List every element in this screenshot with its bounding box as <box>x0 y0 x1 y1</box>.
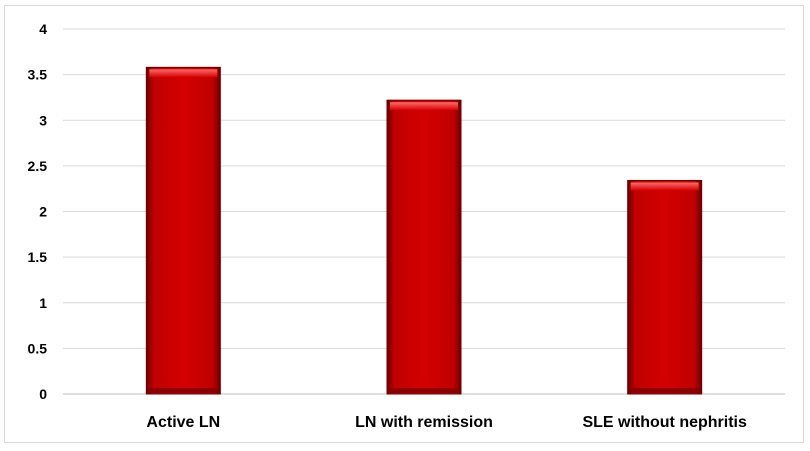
bars <box>145 66 703 395</box>
bar-base-shade <box>390 388 458 393</box>
bar-chart: 0 0.5 1 1.5 2 2.5 3 3.5 4 Active LN LN with remis… <box>28 21 785 431</box>
bar-base-shade <box>630 388 699 393</box>
bar-top-highlight <box>149 69 218 78</box>
bar <box>627 179 703 395</box>
y-tick-label: 1 <box>39 295 47 311</box>
x-tick-label: Active LN <box>146 414 220 431</box>
y-tick-label: 0 <box>39 386 47 402</box>
y-tick-label: 3 <box>39 112 47 128</box>
x-tick-labels: Active LN LN with remission SLE without ne… <box>146 414 747 431</box>
y-tick-label: 0.5 <box>28 340 48 356</box>
bar <box>386 99 462 395</box>
y-tick-label: 2.5 <box>28 158 48 174</box>
x-tick-label: SLE without nephritis <box>582 414 747 431</box>
x-tick-label: LN with remission <box>355 414 493 431</box>
y-tick-label: 1.5 <box>28 249 48 265</box>
bar-body <box>386 99 462 395</box>
y-tick-label: 4 <box>39 21 47 37</box>
bar <box>145 66 221 395</box>
bar-top-highlight <box>630 182 699 191</box>
bar-body <box>145 66 221 395</box>
bar-top-highlight <box>390 102 458 111</box>
bar-body <box>627 179 703 395</box>
bar-base-shade <box>149 388 218 393</box>
y-tick-label: 2 <box>39 204 47 220</box>
chart-frame: 0 0.5 1 1.5 2 2.5 3 3.5 4 Active LN LN with remis… <box>4 5 804 443</box>
y-tick-labels: 0 0.5 1 1.5 2 2.5 3 3.5 4 <box>28 21 48 402</box>
y-tick-label: 3.5 <box>28 67 48 83</box>
